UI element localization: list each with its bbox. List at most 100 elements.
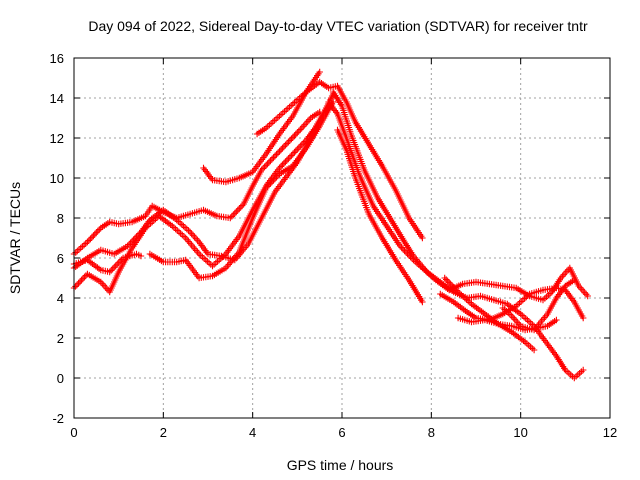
data-point [358, 175, 361, 177]
data-point [291, 165, 294, 167]
data-point [470, 321, 473, 323]
data-point [501, 285, 504, 287]
y-tick-label: 10 [50, 171, 64, 186]
chart-title: Day 094 of 2022, Sidereal Day-to-day VTE… [88, 18, 588, 34]
data-point [336, 129, 339, 131]
data-point [381, 165, 384, 167]
data-point [202, 209, 205, 211]
data-point [443, 277, 446, 279]
data-point [555, 297, 558, 299]
data-point [175, 219, 178, 221]
data-point [135, 253, 138, 255]
data-point [211, 265, 214, 267]
data-point [117, 223, 120, 225]
data-point [412, 259, 415, 261]
x-tick-label: 10 [513, 425, 527, 440]
series-track-14 [499, 276, 578, 334]
data-point [457, 291, 460, 293]
data-point [501, 313, 504, 315]
data-point [533, 349, 535, 351]
data-point [492, 299, 495, 301]
data-point [162, 209, 165, 211]
data-point [573, 377, 576, 379]
data-point [390, 219, 393, 221]
data-point [457, 317, 460, 319]
data-point [291, 103, 294, 105]
data-point [350, 133, 352, 135]
x-tick-label: 12 [603, 425, 617, 440]
data-point [327, 87, 330, 89]
data-point [175, 261, 178, 263]
data-point [332, 91, 334, 93]
data-point [501, 307, 504, 309]
data-point [256, 133, 259, 135]
data-point [327, 101, 330, 103]
data-point [251, 217, 254, 219]
data-point [484, 313, 486, 315]
data-point [224, 267, 227, 269]
data-point [354, 121, 357, 123]
data-point [318, 81, 321, 83]
data-point [198, 253, 200, 255]
data-point [582, 317, 585, 319]
data-point [376, 197, 379, 199]
data-point [117, 271, 120, 273]
data-point [434, 279, 437, 281]
data-point [287, 141, 290, 143]
data-point [564, 369, 567, 371]
series-track-13 [441, 274, 538, 354]
data-point [533, 329, 535, 331]
data-point [452, 301, 455, 303]
x-axis-label: GPS time / hours [287, 457, 394, 473]
data-point [367, 143, 370, 145]
data-point [86, 273, 89, 275]
data-point [381, 237, 384, 239]
data-point [260, 169, 263, 171]
data-point [475, 281, 477, 283]
data-point [238, 177, 241, 179]
data-point [198, 241, 200, 243]
data-point [224, 181, 227, 183]
data-point [577, 285, 580, 287]
data-point [265, 187, 267, 189]
data-point [318, 125, 321, 127]
data-point [113, 253, 116, 255]
data-point [86, 259, 89, 261]
data-point [385, 225, 388, 227]
data-point [184, 259, 187, 261]
data-point [528, 293, 531, 295]
data-point [367, 213, 370, 215]
data-point [542, 289, 544, 291]
x-tick-label: 6 [338, 425, 345, 440]
data-point [278, 167, 281, 169]
data-point [274, 191, 276, 193]
y-axis-label: SDTVAR / TECUs [7, 182, 23, 294]
data-point [448, 289, 451, 291]
data-point [251, 171, 254, 173]
data-point [99, 249, 102, 251]
data-point [345, 149, 348, 151]
data-point [108, 291, 111, 293]
data-point [559, 277, 562, 279]
data-point [479, 295, 482, 297]
data-point [394, 259, 397, 261]
y-tick-label: -2 [52, 411, 64, 426]
data-point [546, 343, 549, 345]
data-point [318, 71, 321, 73]
data-point [238, 251, 241, 253]
data-point [251, 185, 254, 187]
data-point [162, 261, 165, 263]
data-point [519, 325, 522, 327]
y-tick-label: 16 [50, 51, 64, 66]
data-point [202, 167, 205, 169]
data-point [341, 105, 343, 107]
data-point [573, 301, 576, 303]
data-point [144, 227, 147, 229]
y-tick-label: 0 [57, 371, 64, 386]
data-point [546, 325, 549, 327]
data-point [291, 115, 294, 117]
data-point [399, 245, 401, 247]
y-tick-label: 14 [50, 91, 64, 106]
data-point [394, 189, 397, 191]
data-point [238, 235, 241, 237]
